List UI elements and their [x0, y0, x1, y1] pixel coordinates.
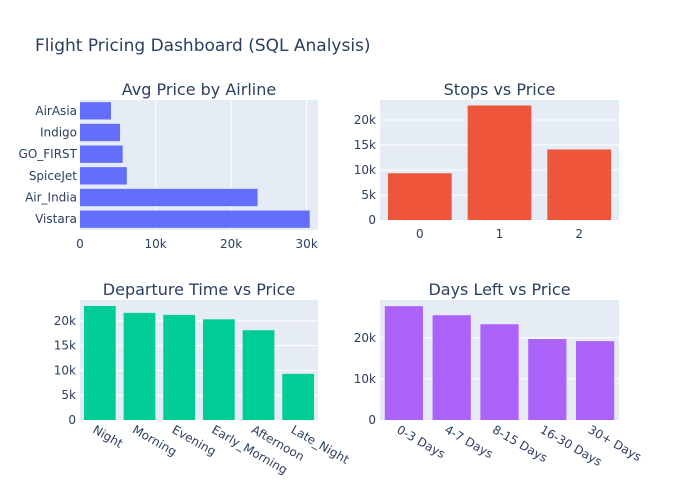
x-tick-label: 0-3 Days	[394, 422, 447, 461]
bar-30-days	[575, 341, 615, 420]
bar-go-first	[80, 145, 123, 163]
x-tick-label: 2	[575, 227, 583, 241]
chart-title: Stops vs Price	[444, 80, 556, 99]
y-tick-label: 10k	[354, 163, 376, 177]
y-tick-label: Vistara	[35, 212, 77, 226]
chart-title: Departure Time vs Price	[103, 280, 295, 299]
y-tick-label: 20k	[354, 331, 376, 345]
y-tick-label: SpiceJet	[29, 169, 77, 183]
bar-evening	[163, 314, 196, 420]
bar-indigo	[80, 123, 121, 142]
y-tick-label: 5k	[361, 188, 376, 202]
bar-night	[83, 305, 116, 420]
y-tick-label: 15k	[54, 339, 76, 353]
bar-airasia	[80, 102, 111, 120]
bar-spicejet	[80, 167, 127, 185]
y-tick-label: Indigo	[40, 126, 77, 140]
chart-title: Days Left vs Price	[428, 280, 570, 299]
bar-early-morning	[202, 319, 235, 420]
y-tick-label: GO_FIRST	[19, 147, 78, 161]
bar-4-7-days	[432, 315, 471, 420]
bar-vistara	[80, 210, 310, 228]
bar-air-india	[80, 188, 258, 207]
y-tick-label: 20k	[354, 113, 376, 127]
x-tick-label: Night	[90, 422, 125, 450]
x-tick-label: 0	[76, 237, 84, 251]
departure-time-price-chart: Departure Time vs Price 0 5k 10k 15k 20k Night…	[54, 280, 352, 477]
bar-afternoon	[242, 330, 275, 420]
y-tick-label: 20k	[54, 314, 76, 328]
airline-price-chart: Avg Price by Airline 0 10k 20k 30k AirAsia Ind…	[19, 80, 318, 251]
plot-area	[80, 100, 318, 230]
x-tick-label: 20k	[220, 237, 242, 251]
chart-title: Avg Price by Airline	[122, 80, 276, 99]
stops-price-chart: Stops vs Price 0 5k 10k 15k 20k 0 1 2	[354, 80, 619, 241]
x-tick-label: 30k	[296, 237, 318, 251]
y-tick-label: 5k	[61, 388, 76, 402]
y-tick-label: Air_India	[25, 191, 77, 205]
bar-1	[467, 105, 532, 220]
x-tick-label: 4-7 Days	[442, 422, 495, 461]
plot-area	[80, 300, 318, 420]
x-tick-label: 1	[496, 227, 504, 241]
y-tick-label: 10k	[354, 372, 376, 386]
y-tick-label: 0	[368, 413, 376, 427]
y-tick-label: 15k	[354, 138, 376, 152]
bar-0-3-days	[384, 306, 424, 420]
y-tick-label: 0	[368, 213, 376, 227]
bar-16-30-days	[528, 339, 567, 420]
y-tick-label: AirAsia	[35, 104, 77, 118]
bar-morning	[123, 312, 156, 420]
bar-2	[547, 149, 612, 220]
x-tick-label: Morning	[130, 422, 179, 458]
y-tick-label: 10k	[54, 363, 76, 377]
bar-late-night	[282, 373, 315, 420]
x-tick-label: Evening	[170, 422, 219, 458]
dashboard-title: Flight Pricing Dashboard (SQL Analysis)	[35, 36, 371, 56]
bar-0	[387, 173, 452, 220]
y-tick-label: 0	[68, 413, 76, 427]
x-tick-label: 10k	[144, 237, 166, 251]
bar-8-15-days	[480, 324, 519, 420]
x-tick-label: 0	[416, 227, 424, 241]
